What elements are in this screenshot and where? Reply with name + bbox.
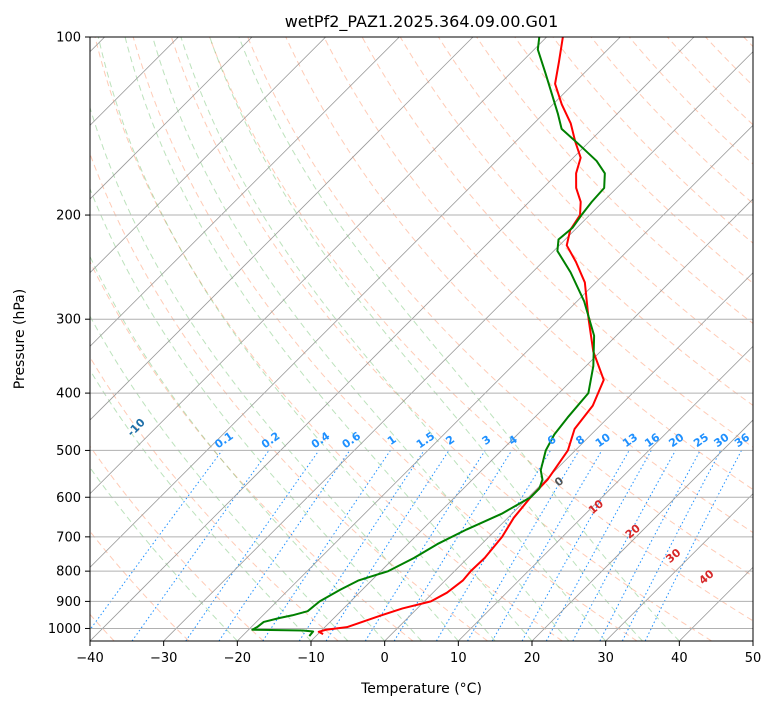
x-tick-label: 20 — [524, 651, 541, 666]
temperature-profile — [317, 37, 605, 635]
mixing-ratio-line — [467, 450, 580, 641]
x-tick-label: −40 — [76, 651, 103, 666]
dewpoint-profile — [251, 37, 606, 637]
moist-adiabat — [180, 37, 607, 641]
mixing-ratio-line — [572, 450, 676, 641]
isotherm — [90, 37, 253, 200]
x-tick-label: −20 — [224, 651, 251, 666]
dry-adiabat — [628, 37, 753, 165]
x-axis: −40 −30 −20 −10 0 10 20 30 40 50 — [76, 641, 761, 666]
moist-adiabat — [90, 466, 238, 641]
moist-adiabat — [90, 106, 459, 641]
mixing-ratio-line — [325, 450, 450, 641]
moist-adiabat — [209, 37, 643, 641]
x-tick-label: 10 — [450, 651, 467, 666]
x-tick-label: −10 — [297, 651, 324, 666]
dry-adiabat — [247, 37, 753, 577]
isotherm — [384, 272, 753, 641]
isotherm — [90, 37, 326, 274]
dry-adiabat — [514, 37, 753, 284]
y-tick-label: 1000 — [48, 622, 81, 637]
dry-adiabat — [90, 445, 264, 641]
mixing-ratio-line — [90, 450, 223, 631]
x-axis-title: Temperature (°C) — [360, 681, 482, 697]
y-tick-label: 900 — [56, 595, 81, 610]
x-tick-label: 30 — [597, 651, 614, 666]
isotherm — [90, 37, 474, 421]
isotherm — [458, 345, 753, 641]
moist-adiabat — [97, 37, 496, 641]
mixing-ratio-line — [521, 450, 630, 641]
isotherm — [531, 419, 753, 641]
chart-title: wetPf2_PAZ1.2025.364.09.00.G01 — [285, 12, 559, 32]
moist-adiabat — [152, 37, 570, 641]
dry-adiabat — [399, 37, 753, 407]
isotherm — [605, 493, 753, 641]
y-tick-label: 100 — [56, 31, 81, 46]
isotherm — [90, 37, 621, 568]
isotherm — [163, 51, 753, 641]
isotherm — [310, 198, 753, 641]
dry-adiabat — [209, 37, 753, 622]
dry-adiabat — [94, 37, 563, 641]
y-tick-label: 700 — [56, 530, 81, 545]
y-tick-label: 400 — [56, 387, 81, 402]
moist-adiabat — [238, 37, 680, 641]
mixing-ratio-line — [131, 450, 270, 641]
x-tick-label: 40 — [671, 651, 688, 666]
y-tick-label: 300 — [56, 313, 81, 328]
y-axis: 100 200 300 400 500 600 700 800 900 1000 — [48, 31, 90, 637]
dry-adiabat — [170, 37, 712, 641]
mixing-ratio-line — [364, 450, 486, 641]
mixing-ratio-line — [435, 450, 552, 641]
plot-background — [90, 37, 753, 641]
sounding-profiles — [251, 37, 606, 637]
isotherm — [90, 37, 695, 641]
mixing-ratio-line — [218, 450, 351, 641]
background-lines — [90, 37, 753, 641]
y-tick-label: 200 — [56, 209, 81, 224]
x-tick-label: −30 — [150, 651, 177, 666]
dry-adiabat — [90, 260, 414, 641]
mixing-ratio-line — [491, 450, 603, 641]
y-tick-label: 600 — [56, 491, 81, 506]
dry-adiabat — [323, 37, 753, 491]
y-tick-label: 800 — [56, 565, 81, 580]
dry-adiabat — [590, 37, 753, 205]
y-tick-label: 500 — [56, 444, 81, 459]
x-tick-label: 0 — [381, 651, 389, 666]
mixing-ratio-line — [393, 450, 513, 641]
x-tick-label: 50 — [745, 651, 762, 666]
pressure-gridlines — [90, 37, 753, 629]
y-axis-title: Pressure (hPa) — [12, 289, 28, 389]
dry-adiabat — [476, 37, 753, 325]
isotherm — [90, 37, 400, 347]
plot-frame — [89, 36, 754, 642]
isotherm — [237, 124, 753, 641]
isotherm — [90, 37, 547, 495]
dry-adiabat — [132, 37, 638, 641]
moist-adiabat — [124, 37, 533, 641]
moist-adiabat — [90, 187, 422, 641]
